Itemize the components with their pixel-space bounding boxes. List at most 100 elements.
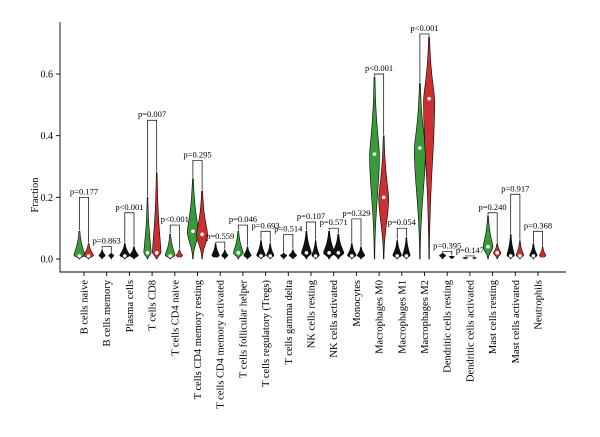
violin-group1-15 — [414, 82, 426, 260]
p-value-bracket-16 — [442, 250, 453, 255]
median-dot-group1-6 — [213, 257, 218, 261]
x-tick-label-2: Plasma cells — [125, 280, 136, 332]
x-tick-label-10: NK cells resting — [307, 279, 318, 348]
p-value-bracket-12 — [351, 218, 362, 246]
violin-group2-6 — [221, 249, 229, 260]
p-value-bracket-8 — [260, 230, 271, 243]
median-dot-group1-12 — [350, 254, 354, 258]
median-dot-group2-14 — [404, 254, 409, 258]
p-value-label-16: p=0.395 — [433, 240, 461, 250]
violin-layer — [73, 36, 546, 261]
p-value-bracket-4 — [169, 224, 180, 249]
violin-group1-20 — [529, 243, 538, 260]
x-tick-label-14: Macrophages M1 — [397, 280, 408, 354]
p-value-label-6: p=0.559 — [206, 231, 234, 241]
median-dot-group2-8 — [268, 254, 273, 258]
p-value-bracket-1 — [101, 246, 112, 252]
violin-group2-17 — [472, 257, 477, 260]
violin-group2-15 — [423, 36, 435, 260]
median-dot-group1-19 — [508, 254, 513, 258]
median-dot-group1-3 — [145, 251, 150, 255]
median-dot-group2-3 — [154, 251, 159, 255]
axis-frame — [59, 22, 566, 273]
x-tick-label-4: T cells CD4 naive — [170, 280, 181, 356]
violin-group1-9 — [280, 252, 288, 260]
violin-group1-0 — [73, 230, 86, 260]
violin-group1-11 — [323, 230, 335, 260]
p-value-label-18: p=0.240 — [479, 202, 507, 212]
p-value-label-19: p=0.917 — [501, 183, 529, 193]
violin-group2-7 — [243, 246, 252, 260]
violin-group1-2 — [119, 243, 131, 260]
violin-group1-16 — [439, 252, 446, 260]
p-value-label-12: p=0.329 — [342, 208, 370, 218]
violin-group1-5 — [187, 178, 199, 260]
x-tick-label-12: Monocytes — [352, 280, 363, 327]
p-value-bracket-9 — [283, 233, 294, 252]
p-value-bracket-6 — [215, 241, 226, 249]
p-value-bracket-10 — [306, 221, 316, 240]
violin-group1-14 — [392, 240, 402, 260]
x-tick-label-16: Dendritic cells resting — [443, 279, 454, 372]
x-tick-label-6: T cells CD4 memory activated — [216, 279, 227, 408]
median-dot-group2-18 — [495, 251, 500, 255]
p-value-bracket-14 — [396, 227, 407, 240]
p-value-label-11: p=0.571 — [320, 217, 348, 227]
y-tick-label-3: 0.6 — [41, 70, 54, 81]
median-dot-group1-18 — [486, 244, 490, 249]
median-dot-group1-2 — [123, 254, 127, 258]
p-value-bracket-20 — [533, 230, 543, 246]
p-value-bracket-2 — [124, 212, 135, 246]
violin-group1-4 — [164, 234, 176, 260]
x-tick-label-20: Neutrophils — [534, 280, 545, 330]
p-value-label-5: p=0.295 — [183, 149, 211, 159]
median-dot-group2-11 — [336, 251, 341, 255]
p-value-bracket-15 — [419, 33, 430, 83]
violin-group2-3 — [152, 172, 162, 260]
x-tick-label-15: Macrophages M2 — [420, 280, 431, 354]
p-value-label-10: p=0.107 — [297, 211, 325, 221]
violin-group2-16 — [448, 255, 455, 260]
p-value-label-0: p=0.177 — [70, 186, 98, 196]
violin-group2-2 — [129, 246, 139, 260]
p-value-bracket-0 — [79, 196, 89, 243]
p-value-bracket-7 — [237, 224, 248, 246]
violin-group2-19 — [515, 240, 524, 260]
median-dot-group1-0 — [77, 254, 82, 258]
violin-group2-0 — [83, 243, 94, 260]
median-dot-group1-4 — [168, 254, 172, 258]
median-dot-group2-5 — [200, 232, 204, 237]
violin-group2-14 — [402, 237, 411, 260]
x-tick-label-13: Macrophages M0 — [375, 280, 386, 354]
median-dot-group2-13 — [381, 195, 386, 200]
median-dot-group1-13 — [372, 152, 377, 156]
violin-group1-17 — [462, 257, 469, 260]
median-dot-group1-5 — [191, 229, 195, 234]
violin-group2-20 — [539, 246, 546, 260]
median-dot-group1-14 — [395, 254, 400, 258]
p-value-bracket-11 — [328, 227, 339, 234]
violin-group1-1 — [98, 249, 106, 260]
violin-group1-12 — [347, 243, 357, 260]
x-tick-label-3: T cells CD8 — [148, 280, 159, 331]
p-value-label-13: p<0.001 — [365, 63, 393, 73]
violin-group1-10 — [301, 230, 312, 260]
p-value-label-2: p<0.001 — [115, 202, 143, 212]
violin-group2-12 — [356, 246, 366, 260]
p-value-bracket-5 — [192, 159, 203, 191]
violin-group2-1 — [108, 252, 115, 260]
p-value-bracket-13 — [374, 73, 385, 135]
median-dot-group1-7 — [236, 251, 241, 255]
median-dot-group2-0 — [86, 254, 91, 258]
x-tick-label-18: Mast cells resting — [488, 279, 499, 354]
p-value-bracket-18 — [487, 212, 498, 243]
p-value-label-14: p=0.054 — [388, 217, 417, 227]
y-tick-label-2: 0.4 — [41, 131, 54, 142]
violin-group2-5 — [196, 190, 208, 260]
violin-group2-10 — [311, 240, 320, 260]
x-tick-label-17: Dendritic cells activated — [465, 279, 476, 382]
axes-layer: 0.0 0.2 0.4 0.6 B cells naive B cells memory P… — [41, 22, 566, 409]
p-value-label-17: p=0.147 — [456, 245, 484, 255]
median-dot-group2-20 — [540, 257, 545, 261]
